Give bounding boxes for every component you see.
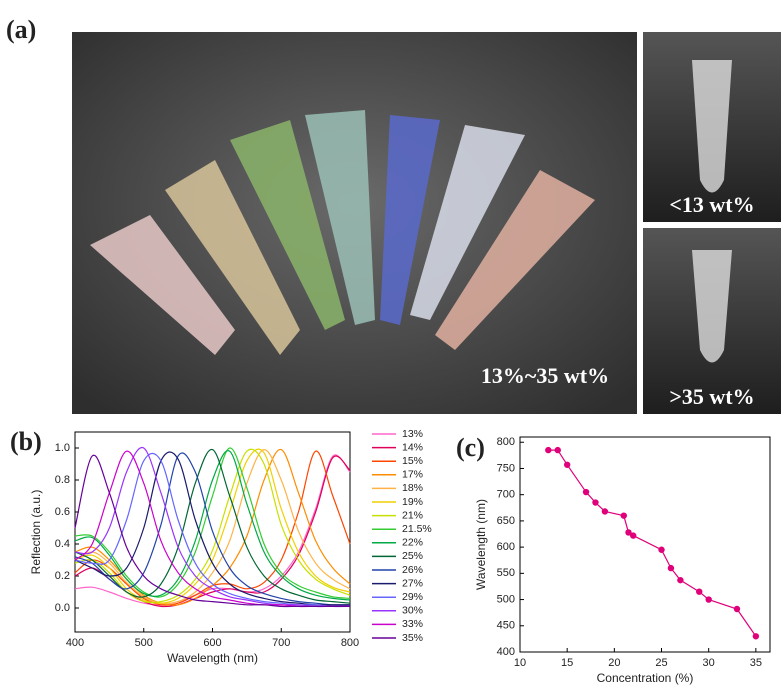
legend-label: 27% <box>402 577 423 589</box>
photo-caption: >35 wt% <box>669 384 754 409</box>
figure: (a) 13%~35 wt% <13 wt% >35 wt% (b) 400 500… <box>0 0 781 693</box>
legend-label: 21% <box>402 509 423 521</box>
x-tick-label: 35 <box>750 657 762 669</box>
point <box>696 588 702 594</box>
y-tick-label: 700 <box>497 489 515 501</box>
y-axis-label: Wavelength (nm) <box>474 499 488 590</box>
point <box>734 606 740 612</box>
photo-small: <13 wt% <box>643 32 781 222</box>
point <box>621 512 627 518</box>
point <box>564 462 570 468</box>
x-tick-label: 700 <box>272 637 290 649</box>
legend-label: 25% <box>402 550 423 562</box>
x-tick-label: 800 <box>341 637 359 649</box>
point <box>668 565 674 571</box>
legend-label: 18% <box>402 482 423 494</box>
y-tick-label: 0.2 <box>55 570 70 582</box>
legend-label: 15% <box>402 455 423 467</box>
panel-label: (c) <box>456 433 485 462</box>
y-tick-label: 750 <box>497 462 515 474</box>
point <box>592 499 598 505</box>
legend-label: 26% <box>402 564 423 576</box>
legend-label: 29% <box>402 591 423 603</box>
x-tick-label: 25 <box>655 657 667 669</box>
y-tick-label: 800 <box>497 436 515 448</box>
panel-label: (b) <box>10 427 42 456</box>
panel-label: (a) <box>6 15 36 44</box>
point <box>705 596 711 602</box>
legend-label: 21.5% <box>402 523 432 535</box>
y-tick-label: 0.0 <box>55 602 70 614</box>
x-tick-label: 20 <box>608 657 620 669</box>
x-axis-label: Concentration (%) <box>597 671 694 685</box>
photo-caption: <13 wt% <box>669 192 754 217</box>
legend-label: 19% <box>402 496 423 508</box>
x-tick-label: 15 <box>561 657 573 669</box>
x-axis-label: Wavelength (nm) <box>167 651 258 665</box>
legend-label: 13% <box>402 428 423 440</box>
y-tick-label: 0.4 <box>55 538 70 550</box>
point <box>630 532 636 538</box>
legend-label: 30% <box>402 605 423 617</box>
legend-label: 22% <box>402 537 423 549</box>
y-tick-label: 0.8 <box>55 474 70 486</box>
point <box>677 577 683 583</box>
x-tick-label: 10 <box>514 657 526 669</box>
y-axis-label: Reflection (a.u.) <box>29 490 43 575</box>
y-tick-label: 450 <box>497 620 515 632</box>
y-tick-label: 550 <box>497 567 515 579</box>
point <box>658 547 664 553</box>
photo-main: 13%~35 wt% <box>72 32 637 414</box>
photo-small: >35 wt% <box>643 228 781 414</box>
legend-label: 14% <box>402 441 423 453</box>
y-tick-label: 400 <box>497 646 515 658</box>
y-tick-label: 500 <box>497 593 515 605</box>
point <box>602 508 608 514</box>
x-tick-label: 600 <box>203 637 221 649</box>
point <box>545 447 551 453</box>
y-tick-label: 600 <box>497 541 515 553</box>
photo-caption: 13%~35 wt% <box>481 363 609 388</box>
y-tick-label: 1.0 <box>55 442 70 454</box>
y-tick-label: 0.6 <box>55 506 70 518</box>
x-tick-label: 500 <box>135 637 153 649</box>
legend-label: 17% <box>402 469 423 481</box>
point <box>555 447 561 453</box>
point <box>583 489 589 495</box>
point <box>753 633 759 639</box>
legend-label: 35% <box>402 632 423 644</box>
legend-label: 33% <box>402 618 423 630</box>
plot-frame <box>520 437 770 652</box>
y-tick-label: 650 <box>497 515 515 527</box>
x-tick-label: 400 <box>66 637 84 649</box>
series-line <box>548 450 756 636</box>
x-tick-label: 30 <box>703 657 715 669</box>
